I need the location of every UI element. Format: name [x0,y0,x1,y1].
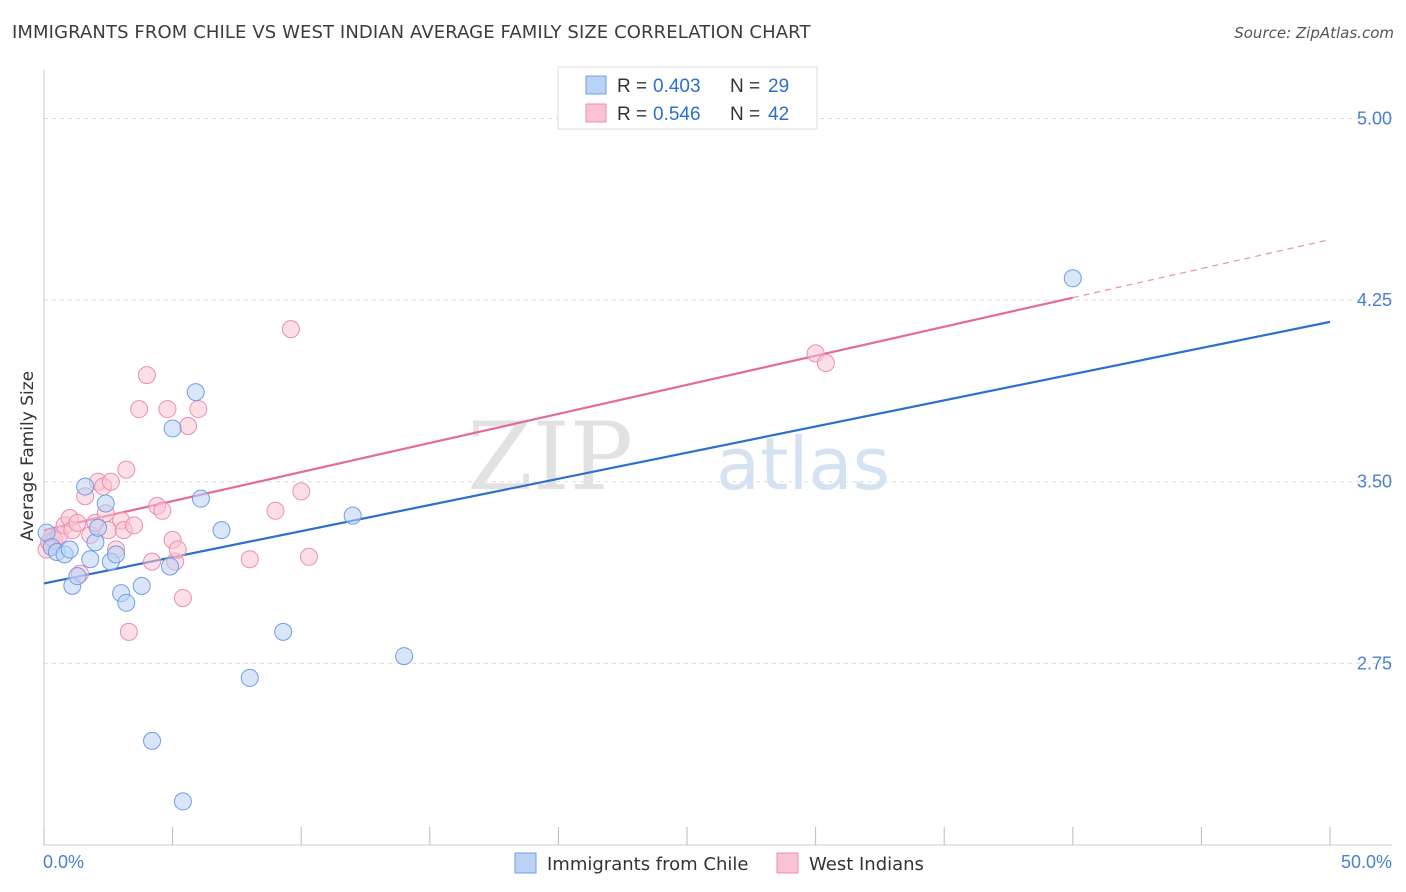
grid-layer [44,117,1392,664]
point-chile-8 [81,550,100,569]
point-chile-21 [186,383,205,402]
point-chile-15 [117,593,136,612]
legend-swatch-blue [585,75,607,95]
point-west-indians-40 [299,547,318,566]
bottom-legend-label-west-indians: West Indians [809,854,924,875]
point-chile-4 [60,540,79,559]
legend-r-value-pink: 0.546 [653,104,701,125]
point-chile-19 [163,419,182,438]
point-west-indians-36 [240,550,259,569]
watermark-atlas: atlas [716,422,890,506]
y-tick-labels: 2.75 3.50 4.25 5.00 [1357,108,1392,673]
x-tick-label-max: 50.0% [1341,852,1392,872]
bottom-legend-swatch-chile [514,852,537,874]
point-west-indians-33 [173,588,192,607]
watermark: ZIP atlas [467,403,890,512]
legend-r-value-blue: 0.403 [653,76,701,97]
trend-layer [43,238,1331,585]
point-west-indians-23 [125,516,144,535]
point-chile-26 [343,506,362,525]
chart-title: IMMIGRANTS FROM CHILE VS WEST INDIAN AVE… [12,22,811,43]
legend-n-label-pink: N = [730,104,760,125]
point-west-indians-21 [117,460,136,479]
point-chile-7 [76,477,95,496]
point-chile-28 [1063,269,1082,288]
legend-r-label-blue: R = [617,76,647,97]
point-west-indians-8 [68,513,87,532]
point-chile-25 [274,622,293,641]
point-chile-22 [191,489,210,508]
point-west-indians-34 [179,417,198,436]
point-west-indians-42 [816,354,835,373]
y-tick-label-3: 5.00 [1357,108,1392,128]
point-west-indians-35 [189,400,208,419]
points-layer [37,269,1082,811]
point-chile-17 [143,731,162,750]
source-label: Source: ZipAtlas.com [1234,24,1394,42]
axes-layer [43,70,1392,846]
point-west-indians-38 [281,320,300,339]
point-west-indians-24 [130,400,149,419]
y-axis-title: Average Family Size [18,371,38,541]
point-west-indians-28 [153,501,172,520]
point-west-indians-25 [137,366,156,385]
point-west-indians-37 [266,501,285,520]
legend-r-label-pink: R = [617,104,647,125]
point-west-indians-29 [158,400,177,419]
legend-n-value-blue: 29 [768,76,789,97]
point-chile-18 [161,557,180,576]
legend-n-value-pink: 42 [768,104,789,125]
y-tick-label-1: 3.50 [1357,472,1392,492]
point-chile-23 [212,521,231,540]
point-west-indians-39 [292,482,311,501]
point-west-indians-22 [119,622,138,641]
point-west-indians-32 [168,540,187,559]
legend-box: R = 0.403 N = 29 R = 0.546 N = 42 [557,66,818,130]
point-chile-10 [89,518,108,537]
point-chile-11 [96,494,115,513]
x-tick-label-min: 0.0% [43,852,84,872]
watermark-zip: ZIP [467,403,633,512]
point-chile-27 [395,647,414,666]
point-chile-16 [132,576,151,595]
y-tick-label-0: 2.75 [1357,653,1392,673]
bottom-legend: Immigrants from Chile West Indians [514,852,924,875]
point-west-indians-17 [101,472,120,491]
point-west-indians-26 [143,552,162,571]
point-chile-20 [173,792,192,811]
point-chile-24 [240,668,259,687]
trend-line-west-indians [43,296,1074,532]
point-chile-13 [107,545,126,564]
trend-line-west-indians-extension [1072,238,1331,299]
trend-line-chile [43,320,1331,585]
bottom-legend-swatch-west-indians [776,852,799,874]
y-tick-label-2: 4.25 [1357,290,1392,310]
legend-n-label-blue: N = [730,76,760,97]
bottom-legend-label-chile: Immigrants from Chile [547,854,748,875]
legend-swatch-pink [585,103,607,123]
point-chile-6 [68,567,87,586]
